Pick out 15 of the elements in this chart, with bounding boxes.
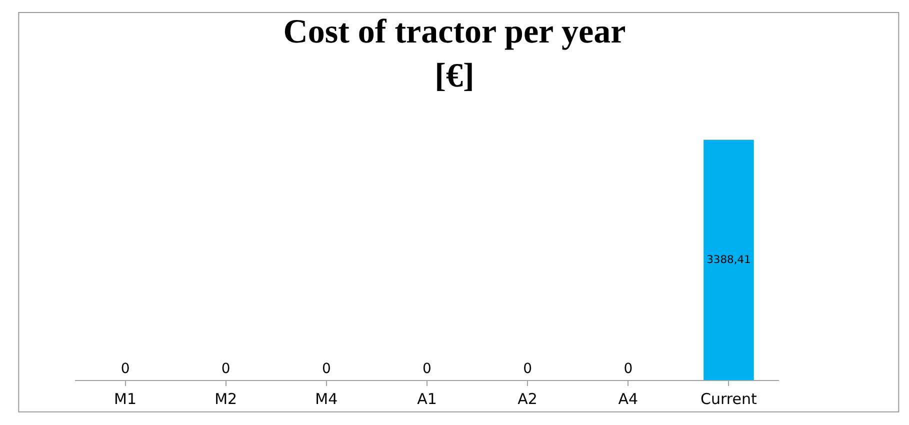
x-tick-label: M1	[114, 390, 137, 408]
data-label: 0	[624, 361, 633, 377]
data-label: 0	[422, 361, 432, 377]
chart-title: Cost of tractor per year [€]	[283, 14, 626, 95]
data-label: 0	[221, 361, 230, 377]
x-tick-label: M2	[214, 390, 238, 408]
data-label: 0	[322, 361, 331, 377]
x-tick-label: A2	[518, 390, 538, 408]
x-tick-label: M4	[315, 390, 338, 408]
x-tick-label: A4	[618, 390, 638, 408]
data-label: 3388,41	[706, 252, 751, 266]
data-label: 0	[120, 361, 130, 377]
x-tick-label: Current	[700, 390, 757, 408]
data-label: 0	[523, 361, 532, 377]
x-tick-label: A1	[417, 390, 437, 408]
